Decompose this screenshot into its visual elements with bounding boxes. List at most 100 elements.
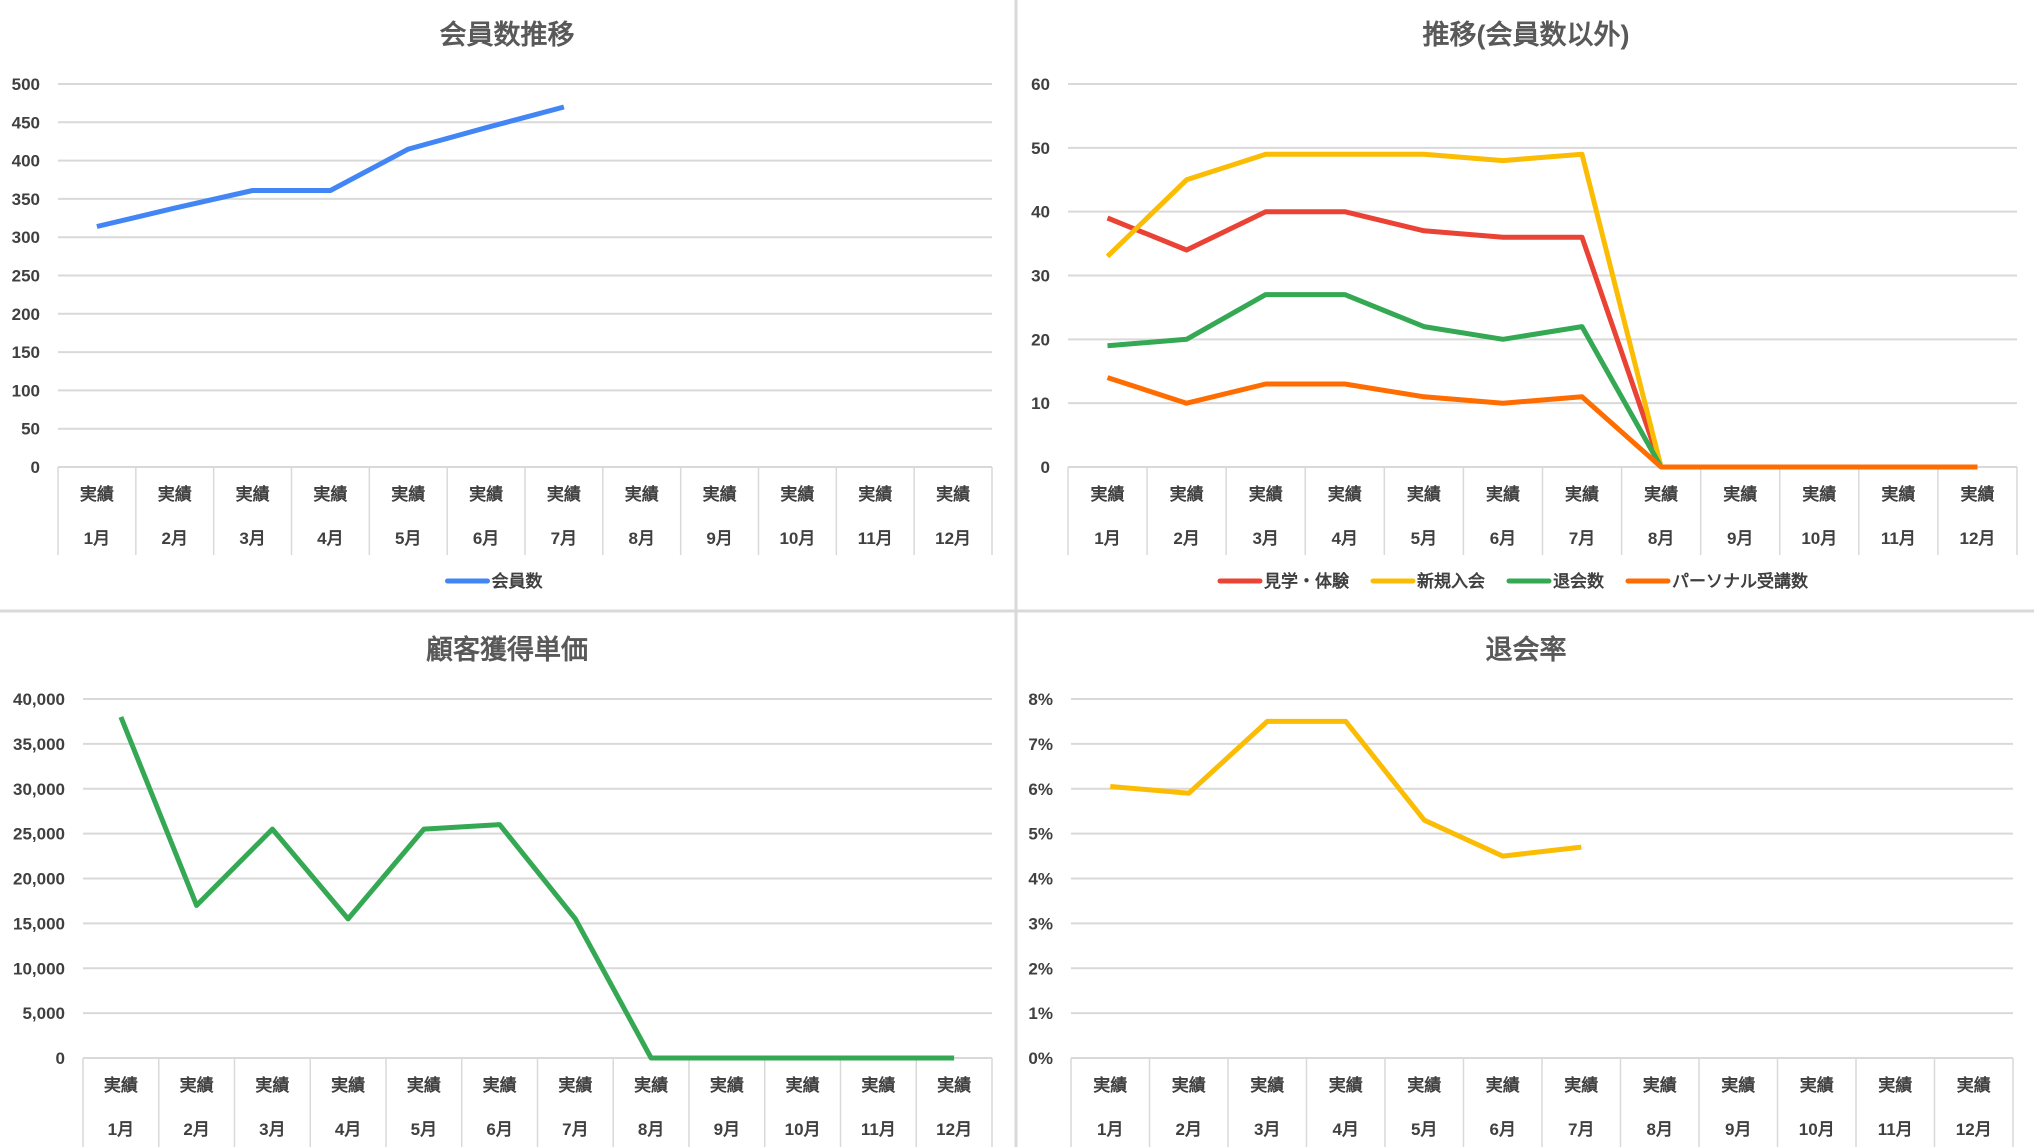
y-tick-label: 20,000 (13, 870, 65, 889)
legend-label: パーソナル受講数 (1672, 571, 1809, 591)
y-tick-label: 10,000 (13, 959, 65, 978)
x-tick-label: 実績 (1878, 1075, 1912, 1095)
y-tick-label: 300 (12, 228, 40, 247)
x-tick-label: 実績 (780, 484, 814, 504)
x-tick-label: 実績 (1249, 484, 1283, 504)
x-tick-label: 実績 (710, 1075, 744, 1095)
x-tick-label: 実績 (936, 484, 970, 504)
x-tick-label: 3月 (1254, 1120, 1280, 1139)
chart-1: 会員数推移 0 50 100 150 200 250 300 350 400 450 500 実績 1月 実… (12, 20, 993, 591)
x-tick-label: 5月 (395, 529, 421, 548)
y-tick-label: 5% (1028, 825, 1053, 844)
x-tick-label: 12月 (1956, 1120, 1992, 1139)
y-tick-label: 8% (1028, 690, 1053, 709)
x-tick-label: 12月 (935, 529, 971, 548)
x-tick-label: 4月 (1332, 529, 1358, 548)
y-tick-label: 450 (12, 113, 40, 132)
y-tick-label: 100 (12, 381, 40, 400)
chart-title: 顧客獲得単価 (426, 634, 588, 665)
x-tick-label: 12月 (1959, 529, 1995, 548)
x-tick-label: 6月 (1490, 1120, 1516, 1139)
chart-3: 顧客獲得単価 0 5,000 10,000 15,000 20,000 25,000 30,0… (13, 634, 993, 1147)
x-tick-label: 10月 (1801, 529, 1837, 548)
x-tick-label: 6月 (473, 529, 499, 548)
y-tick-label: 50 (1031, 139, 1050, 158)
x-tick-label: 実績 (1721, 1075, 1755, 1095)
x-tick-label: 実績 (391, 484, 425, 504)
x-tick-label: 実績 (1093, 1075, 1127, 1095)
x-tick-label: 実績 (1250, 1075, 1284, 1095)
y-tick-label: 15,000 (13, 914, 65, 933)
x-tick-label: 実績 (1644, 484, 1678, 504)
x-tick-label: 実績 (1328, 484, 1362, 504)
x-tick-label: 実績 (858, 484, 892, 504)
x-tick-label: 1月 (1094, 529, 1120, 548)
x-tick-label: 11月 (858, 529, 893, 548)
y-tick-label: 40,000 (13, 690, 65, 709)
y-tick-label: 20 (1031, 330, 1050, 349)
x-tick-label: 実績 (703, 484, 737, 504)
x-tick-label: 7月 (1569, 529, 1595, 548)
x-tick-label: 10月 (785, 1120, 821, 1139)
y-tick-label: 40 (1031, 203, 1050, 222)
x-tick-label: 10月 (1799, 1120, 1835, 1139)
y-tick-label: 50 (21, 420, 40, 439)
x-tick-label: 実績 (104, 1075, 138, 1095)
x-tick-label: 実績 (861, 1075, 895, 1095)
x-tick-label: 実績 (80, 484, 114, 504)
x-tick-label: 1月 (84, 529, 110, 548)
x-tick-label: 実績 (1091, 484, 1125, 504)
y-tick-label: 0 (1041, 458, 1050, 477)
x-tick-label: 実績 (1329, 1075, 1363, 1095)
x-tick-label: 3月 (239, 529, 265, 548)
x-tick-label: 実績 (255, 1075, 289, 1095)
x-tick-label: 5月 (1411, 1120, 1437, 1139)
x-tick-label: 4月 (1333, 1120, 1359, 1139)
x-tick-label: 7月 (1568, 1120, 1594, 1139)
x-tick-label: 実績 (558, 1075, 592, 1095)
y-tick-label: 30,000 (13, 780, 65, 799)
series-line-1 (118, 716, 955, 1061)
x-tick-label: 実績 (407, 1075, 441, 1095)
x-tick-label: 3月 (259, 1120, 285, 1139)
y-tick-label: 25,000 (13, 825, 65, 844)
series-line-2 (1105, 151, 1664, 468)
x-tick-label: 5月 (1411, 529, 1437, 548)
x-tick-label: 7月 (551, 529, 577, 548)
x-tick-label: 9月 (706, 529, 732, 548)
x-tick-label: 11月 (861, 1120, 896, 1139)
x-tick-label: 4月 (317, 529, 343, 548)
x-tick-label: 実績 (1802, 484, 1836, 504)
x-tick-label: 実績 (1170, 484, 1204, 504)
chart-title: 推移(会員数以外) (1423, 20, 1630, 50)
y-tick-label: 400 (12, 152, 40, 171)
x-tick-label: 実績 (1957, 1075, 1991, 1095)
y-tick-label: 3% (1028, 914, 1053, 933)
chart-title: 会員数推移 (440, 20, 575, 50)
x-tick-label: 実績 (1564, 1075, 1598, 1095)
series-line-3 (1107, 292, 1664, 469)
x-tick-label: 1月 (108, 1120, 134, 1139)
x-tick-label: 8月 (1647, 1120, 1673, 1139)
x-tick-label: 実績 (483, 1075, 517, 1095)
y-tick-label: 350 (12, 190, 40, 209)
y-tick-label: 6% (1028, 780, 1053, 799)
y-tick-label: 5,000 (22, 1004, 65, 1023)
chart-2: 推移(会員数以外) 0 10 20 30 40 50 60 実績 1月 実績 2月 実績 3月 実績 4月 実績… (1031, 20, 2018, 591)
x-tick-label: 12月 (936, 1120, 972, 1139)
x-tick-label: 実績 (1723, 484, 1757, 504)
x-tick-label: 実績 (1960, 484, 1994, 504)
x-tick-label: 8月 (638, 1120, 664, 1139)
x-tick-label: 5月 (411, 1120, 437, 1139)
x-tick-label: 11月 (1878, 1120, 1913, 1139)
x-tick-label: 実績 (625, 484, 659, 504)
x-tick-label: 9月 (1727, 529, 1753, 548)
y-tick-label: 7% (1028, 735, 1053, 754)
chart-title: 退会率 (1486, 634, 1567, 665)
x-tick-label: 2月 (1173, 529, 1199, 548)
legend-label: 新規入会 (1417, 571, 1485, 591)
x-tick-label: 6月 (1490, 529, 1516, 548)
x-tick-label: 8月 (629, 529, 655, 548)
y-tick-label: 0% (1028, 1049, 1053, 1068)
